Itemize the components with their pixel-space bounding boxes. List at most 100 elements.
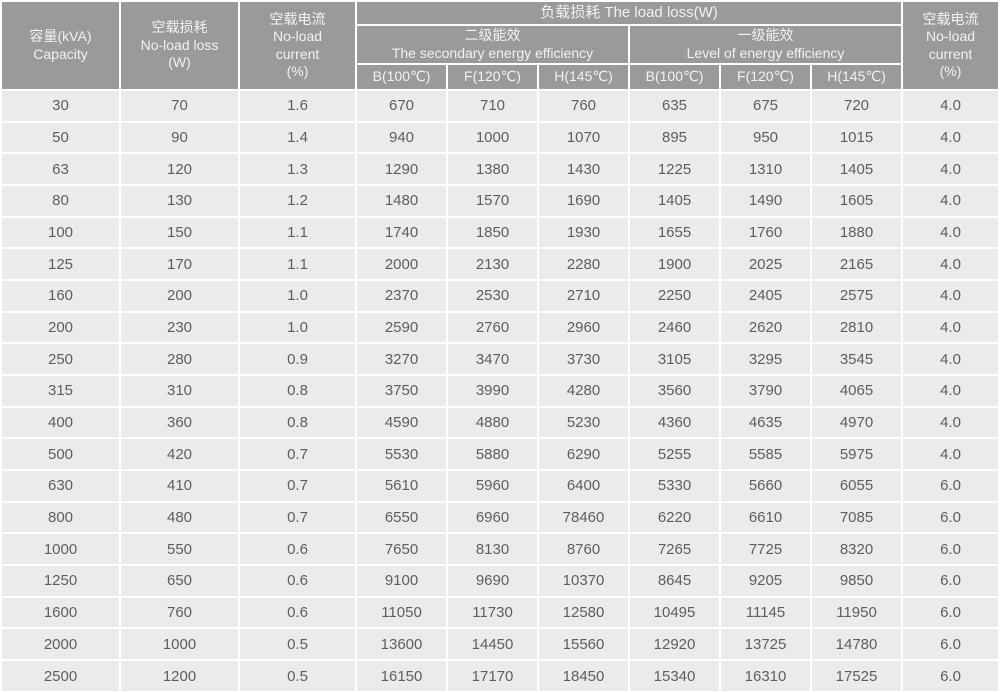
sub-header-secondary-f120: F(120℃) xyxy=(448,65,537,89)
col-header-no-load-current-left-unit: (%) xyxy=(286,63,309,79)
cell: 7725 xyxy=(721,534,810,565)
cell: 940 xyxy=(357,122,446,153)
cell: 0.8 xyxy=(240,407,355,438)
cell: 1430 xyxy=(539,154,628,185)
table-row: 63 120 1.3 1290 1380 1430 1225 1310 1405 4.0 xyxy=(2,154,999,185)
cell: 1200 xyxy=(121,661,238,691)
cell: 630 xyxy=(2,471,119,501)
cell: 4880 xyxy=(448,407,537,438)
cell: 4.0 xyxy=(903,344,999,375)
cell: 3270 xyxy=(357,344,446,375)
cell: 4.0 xyxy=(903,407,999,438)
cell: 3105 xyxy=(630,344,719,375)
cell: 14780 xyxy=(812,629,902,660)
cell: 1.2 xyxy=(240,186,355,216)
table-row: 800 480 0.7 6550 6960 78460 6220 6610 7085 6.0 xyxy=(2,502,999,533)
cell: 1.4 xyxy=(240,122,355,153)
cell: 130 xyxy=(121,186,238,216)
table-row: 2000 1000 0.5 13600 14450 15560 12920 13725 1478… xyxy=(2,629,999,660)
cell: 3790 xyxy=(721,376,810,406)
table-row: 315 310 0.8 3750 3990 4280 3560 3790 4065 4.0 xyxy=(2,376,999,406)
cell: 5255 xyxy=(630,439,719,470)
cell: 800 xyxy=(2,502,119,533)
cell: 2370 xyxy=(357,281,446,311)
cell: 125 xyxy=(2,249,119,280)
cell: 4970 xyxy=(812,407,902,438)
cell: 710 xyxy=(448,91,537,121)
cell: 1.0 xyxy=(240,281,355,311)
cell: 8320 xyxy=(812,534,902,565)
cell: 11950 xyxy=(812,597,902,628)
cell: 2500 xyxy=(2,661,119,691)
cell: 150 xyxy=(121,217,238,248)
cell: 9850 xyxy=(812,566,902,596)
cell: 6.0 xyxy=(903,597,999,628)
cell: 2810 xyxy=(812,312,902,343)
cell: 4.0 xyxy=(903,186,999,216)
table-row: 2500 1200 0.5 16150 17170 18450 15340 16310 1752… xyxy=(2,661,999,691)
group-header-secondary-efficiency-zh: 二级能效 xyxy=(464,27,521,43)
cell: 2405 xyxy=(721,281,810,311)
cell: 1900 xyxy=(630,249,719,280)
cell: 2280 xyxy=(539,249,628,280)
cell: 90 xyxy=(121,122,238,153)
table-row: 400 360 0.8 4590 4880 5230 4360 4635 4970 4.0 xyxy=(2,407,999,438)
cell: 80 xyxy=(2,186,119,216)
group-header-secondary-efficiency-en: The secondary energy efficiency xyxy=(391,44,594,61)
col-header-capacity-en: Capacity xyxy=(33,45,88,62)
cell: 230 xyxy=(121,312,238,343)
cell: 2165 xyxy=(812,249,902,280)
cell: 1.0 xyxy=(240,312,355,343)
cell: 0.7 xyxy=(240,439,355,470)
cell: 6055 xyxy=(812,471,902,501)
cell: 4.0 xyxy=(903,312,999,343)
cell: 3750 xyxy=(357,376,446,406)
cell: 4.0 xyxy=(903,281,999,311)
group-header-primary-efficiency-zh: 一级能效 xyxy=(737,27,794,43)
table-header: 容量(kVA) Capacity 空载损耗 No-load loss (W) 空… xyxy=(2,2,999,89)
cell: 760 xyxy=(121,597,238,628)
cell: 4.0 xyxy=(903,217,999,248)
cell: 550 xyxy=(121,534,238,565)
cell: 1600 xyxy=(2,597,119,628)
cell: 1290 xyxy=(357,154,446,185)
cell: 720 xyxy=(812,91,902,121)
cell: 675 xyxy=(721,91,810,121)
cell: 0.7 xyxy=(240,471,355,501)
cell: 670 xyxy=(357,91,446,121)
cell: 6550 xyxy=(357,502,446,533)
cell: 120 xyxy=(121,154,238,185)
cell: 18450 xyxy=(539,661,628,691)
cell: 1250 xyxy=(2,566,119,596)
col-header-no-load-current-left-en2: current xyxy=(275,45,320,62)
cell: 1490 xyxy=(721,186,810,216)
group-header-primary-efficiency: 一级能效 Level of energy efficiency xyxy=(630,26,902,63)
col-header-no-load-loss-zh: 空载损耗 xyxy=(151,19,208,36)
col-header-no-load-current-right-unit: (%) xyxy=(939,63,962,79)
cell: 0.7 xyxy=(240,502,355,533)
cell: 480 xyxy=(121,502,238,533)
cell: 3990 xyxy=(448,376,537,406)
cell: 0.6 xyxy=(240,534,355,565)
cell: 2000 xyxy=(357,249,446,280)
col-header-no-load-current-right: 空载电流 No-load current (%) xyxy=(903,2,999,89)
group-header-primary-efficiency-en: Level of energy efficiency xyxy=(686,44,845,61)
cell: 8760 xyxy=(539,534,628,565)
table-row: 1000 550 0.6 7650 8130 8760 7265 7725 8320 6.0 xyxy=(2,534,999,565)
cell: 6.0 xyxy=(903,566,999,596)
cell: 1570 xyxy=(448,186,537,216)
cell: 50 xyxy=(2,122,119,153)
col-header-no-load-current-right-en1: No-load xyxy=(926,28,976,44)
cell: 3470 xyxy=(448,344,537,375)
col-header-no-load-current-left-zh: 空载电流 xyxy=(269,10,326,27)
cell: 5880 xyxy=(448,439,537,470)
cell: 1.3 xyxy=(240,154,355,185)
cell: 1000 xyxy=(121,629,238,660)
cell: 4.0 xyxy=(903,376,999,406)
cell: 420 xyxy=(121,439,238,470)
cell: 5330 xyxy=(630,471,719,501)
cell: 1740 xyxy=(357,217,446,248)
cell: 6.0 xyxy=(903,629,999,660)
table-row: 500 420 0.7 5530 5880 6290 5255 5585 5975 4.0 xyxy=(2,439,999,470)
